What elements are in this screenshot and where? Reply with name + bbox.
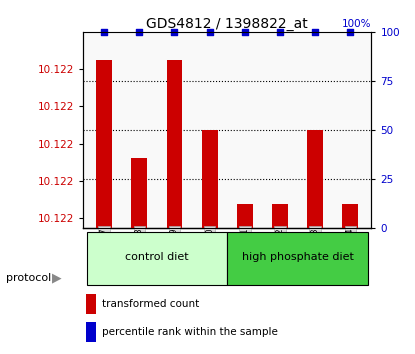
Text: 100%: 100% [342, 19, 371, 29]
Point [347, 29, 354, 35]
Bar [307, 130, 323, 228]
Title: GDS4812 / 1398822_at: GDS4812 / 1398822_at [146, 17, 308, 31]
Text: GSM791843: GSM791843 [311, 228, 320, 276]
Bar [237, 204, 253, 228]
Text: GSM791840: GSM791840 [205, 228, 214, 276]
Point [312, 29, 318, 35]
Text: protocol: protocol [6, 273, 51, 283]
FancyBboxPatch shape [86, 232, 227, 285]
Text: transformed count: transformed count [102, 299, 199, 309]
Bar [342, 204, 358, 228]
Text: percentile rank within the sample: percentile rank within the sample [102, 327, 278, 337]
Text: GSM791844: GSM791844 [346, 228, 355, 276]
Text: ▶: ▶ [52, 272, 61, 284]
Text: GSM791838: GSM791838 [135, 228, 144, 276]
Bar [86, 294, 96, 314]
Bar [166, 60, 182, 228]
Text: high phosphate diet: high phosphate diet [242, 252, 354, 262]
Bar [96, 60, 112, 228]
Text: GSM791839: GSM791839 [170, 228, 179, 276]
Text: GSM791837: GSM791837 [100, 228, 109, 276]
Point [171, 29, 178, 35]
Point [136, 29, 143, 35]
Text: control diet: control diet [125, 252, 189, 262]
Bar [272, 204, 288, 228]
Point [101, 29, 107, 35]
Text: GSM791841: GSM791841 [240, 228, 249, 276]
Bar [86, 322, 96, 342]
Point [206, 29, 213, 35]
Bar [202, 130, 217, 228]
Point [242, 29, 248, 35]
Text: GSM791842: GSM791842 [276, 228, 284, 276]
Bar [132, 158, 147, 228]
Point [277, 29, 283, 35]
FancyBboxPatch shape [227, 232, 368, 285]
